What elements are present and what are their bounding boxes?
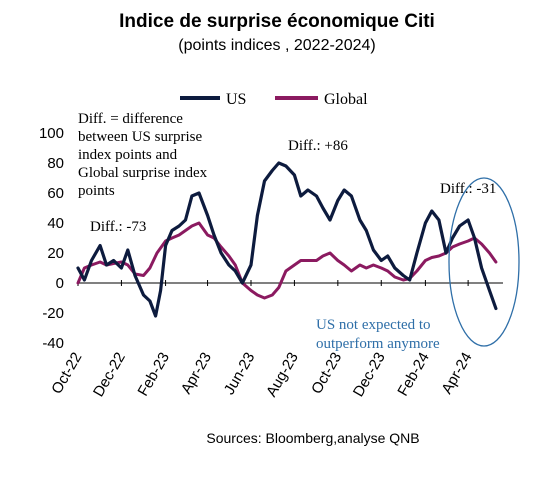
y-axis: -40 -20 0 20 40 60 80 100 [39,125,503,352]
source-note: Sources: Bloomberg,analyse QNB [206,430,419,446]
diff-definition-line-5: points [78,183,115,199]
series-line-global [76,221,498,300]
diff-definition-line-2: between US surprise [78,129,202,145]
y-tick-label: -40 [42,335,64,352]
x-tick-label: Oct-23 [308,350,345,397]
callout-line-1: US not expected to [316,317,431,333]
y-tick-label: 60 [47,185,64,202]
diff-label-second: Diff.: +86 [288,138,348,154]
legend-label-global: Global [324,91,368,108]
chart-subtitle: (points indices , 2022-2024) [178,37,375,54]
diff-label-first: Diff.: -73 [90,219,146,235]
x-tick-label: Oct-22 [48,350,85,397]
x-tick-label: Dec-22 [90,350,129,400]
x-tick-label: Aug-23 [263,350,302,400]
diff-definition-line-1: Diff. = difference [78,111,183,127]
diff-definition-line-4: Global surprise index [78,165,208,181]
y-tick-label: -20 [42,305,64,322]
x-tick-label: Apr-23 [178,350,215,397]
x-tick-label: Dec-23 [350,350,389,400]
callout-line-2: outperform anymore [316,336,440,352]
y-tick-label: 40 [47,215,64,232]
y-tick-label: 20 [47,245,64,262]
diff-definition-line-3: index points and [78,147,178,163]
x-tick-label: Feb-23 [135,350,173,400]
series-layer [76,161,498,318]
x-tick-label: Feb-24 [394,350,432,400]
x-tick-label: Jun-23 [221,350,259,398]
legend-label-us: US [226,91,246,108]
y-tick-label: 100 [39,125,64,142]
series-line-us [76,161,498,318]
y-tick-label: 80 [47,155,64,172]
diff-label-third: Diff.: -31 [440,181,496,197]
callout-ellipse [448,177,520,347]
legend: US Global [180,91,368,108]
chart-title: Indice de surprise économique Citi [119,11,435,32]
x-tick-label: Apr-24 [438,350,475,397]
y-tick-label: 0 [56,275,64,292]
